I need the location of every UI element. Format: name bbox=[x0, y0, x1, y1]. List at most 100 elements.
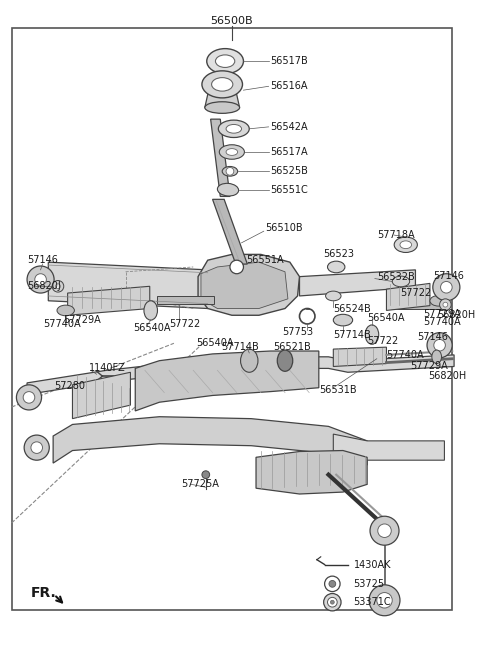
Circle shape bbox=[35, 274, 47, 286]
Text: 57725A: 57725A bbox=[181, 479, 219, 489]
Polygon shape bbox=[213, 200, 247, 264]
Polygon shape bbox=[386, 284, 430, 311]
Ellipse shape bbox=[400, 241, 411, 249]
Circle shape bbox=[378, 524, 391, 537]
Ellipse shape bbox=[394, 237, 418, 253]
Circle shape bbox=[324, 576, 340, 592]
Text: 56510B: 56510B bbox=[266, 224, 303, 233]
Text: 57729A: 57729A bbox=[410, 362, 448, 371]
Text: 56532B: 56532B bbox=[377, 271, 415, 282]
Circle shape bbox=[16, 385, 42, 410]
Circle shape bbox=[324, 594, 341, 611]
Polygon shape bbox=[333, 347, 386, 366]
Ellipse shape bbox=[226, 149, 238, 156]
Text: 57740A: 57740A bbox=[44, 319, 81, 329]
Text: 57146: 57146 bbox=[27, 255, 58, 266]
Polygon shape bbox=[48, 262, 208, 309]
Ellipse shape bbox=[325, 291, 341, 301]
Circle shape bbox=[443, 302, 448, 307]
Ellipse shape bbox=[432, 350, 442, 364]
Text: FR.: FR. bbox=[31, 585, 57, 599]
Text: 56517B: 56517B bbox=[271, 56, 308, 66]
Text: 1140FZ: 1140FZ bbox=[89, 364, 126, 373]
Ellipse shape bbox=[205, 102, 240, 113]
Circle shape bbox=[427, 333, 452, 358]
Text: 56521B: 56521B bbox=[274, 342, 311, 352]
Text: 57729A: 57729A bbox=[423, 309, 461, 319]
Text: 57722: 57722 bbox=[367, 337, 398, 346]
Circle shape bbox=[31, 442, 43, 453]
Polygon shape bbox=[198, 255, 300, 315]
Polygon shape bbox=[53, 417, 367, 465]
Text: 57146: 57146 bbox=[433, 271, 464, 280]
Ellipse shape bbox=[207, 48, 243, 74]
Circle shape bbox=[370, 516, 399, 545]
Text: 56540A: 56540A bbox=[133, 323, 171, 333]
Text: 56551C: 56551C bbox=[271, 185, 308, 194]
Ellipse shape bbox=[365, 325, 379, 344]
Text: 56531B: 56531B bbox=[319, 384, 357, 395]
Bar bbox=[156, 296, 215, 304]
Text: 57714B: 57714B bbox=[221, 342, 258, 352]
Polygon shape bbox=[27, 355, 454, 395]
Circle shape bbox=[226, 167, 234, 175]
Ellipse shape bbox=[219, 145, 244, 160]
Text: 53371C: 53371C bbox=[354, 597, 391, 607]
Text: 56523: 56523 bbox=[324, 249, 355, 260]
Text: 1430AK: 1430AK bbox=[354, 559, 391, 570]
Circle shape bbox=[24, 435, 49, 460]
Ellipse shape bbox=[392, 276, 409, 287]
Ellipse shape bbox=[277, 350, 293, 371]
Polygon shape bbox=[256, 450, 367, 494]
Circle shape bbox=[56, 284, 60, 289]
Circle shape bbox=[329, 581, 336, 587]
Circle shape bbox=[433, 274, 460, 301]
Text: 56820H: 56820H bbox=[438, 310, 476, 320]
Ellipse shape bbox=[202, 71, 242, 98]
Ellipse shape bbox=[327, 261, 345, 273]
Text: 53725: 53725 bbox=[354, 579, 385, 589]
Bar bbox=[41, 274, 52, 286]
Text: 57722: 57722 bbox=[169, 319, 200, 329]
Circle shape bbox=[230, 260, 243, 274]
Ellipse shape bbox=[212, 78, 233, 91]
Circle shape bbox=[441, 282, 452, 293]
Circle shape bbox=[440, 299, 451, 311]
Ellipse shape bbox=[226, 125, 241, 133]
Ellipse shape bbox=[218, 120, 249, 138]
Text: 57753: 57753 bbox=[282, 327, 313, 337]
Polygon shape bbox=[300, 270, 415, 296]
Circle shape bbox=[52, 280, 64, 292]
Text: 56542A: 56542A bbox=[271, 122, 308, 132]
Text: 57740A: 57740A bbox=[423, 317, 461, 327]
Ellipse shape bbox=[430, 295, 447, 306]
Ellipse shape bbox=[222, 167, 238, 176]
Ellipse shape bbox=[57, 305, 74, 316]
Text: 57740A: 57740A bbox=[386, 350, 424, 360]
Text: 56525B: 56525B bbox=[271, 166, 308, 176]
Text: 56820H: 56820H bbox=[428, 371, 466, 381]
Text: 56524B: 56524B bbox=[333, 304, 371, 313]
Text: 57722: 57722 bbox=[400, 288, 431, 298]
Text: 56517A: 56517A bbox=[271, 147, 308, 157]
Text: 57146: 57146 bbox=[418, 333, 448, 342]
Text: 57714B: 57714B bbox=[333, 329, 371, 340]
Text: 56540A: 56540A bbox=[196, 339, 233, 348]
Ellipse shape bbox=[240, 349, 258, 372]
Circle shape bbox=[434, 339, 445, 351]
Text: 57729A: 57729A bbox=[63, 315, 100, 325]
Polygon shape bbox=[72, 372, 131, 419]
Text: 56551A: 56551A bbox=[246, 255, 284, 266]
Text: 57718A: 57718A bbox=[377, 230, 414, 240]
Circle shape bbox=[202, 471, 210, 479]
Ellipse shape bbox=[217, 183, 239, 196]
Text: 56540A: 56540A bbox=[367, 313, 405, 323]
Polygon shape bbox=[211, 119, 230, 196]
Text: 57280: 57280 bbox=[54, 380, 85, 391]
Circle shape bbox=[23, 391, 35, 403]
Text: 56820J: 56820J bbox=[27, 281, 61, 291]
Text: 56500B: 56500B bbox=[211, 16, 253, 26]
Ellipse shape bbox=[216, 55, 235, 67]
Bar bbox=[386, 301, 444, 309]
Polygon shape bbox=[333, 434, 444, 460]
